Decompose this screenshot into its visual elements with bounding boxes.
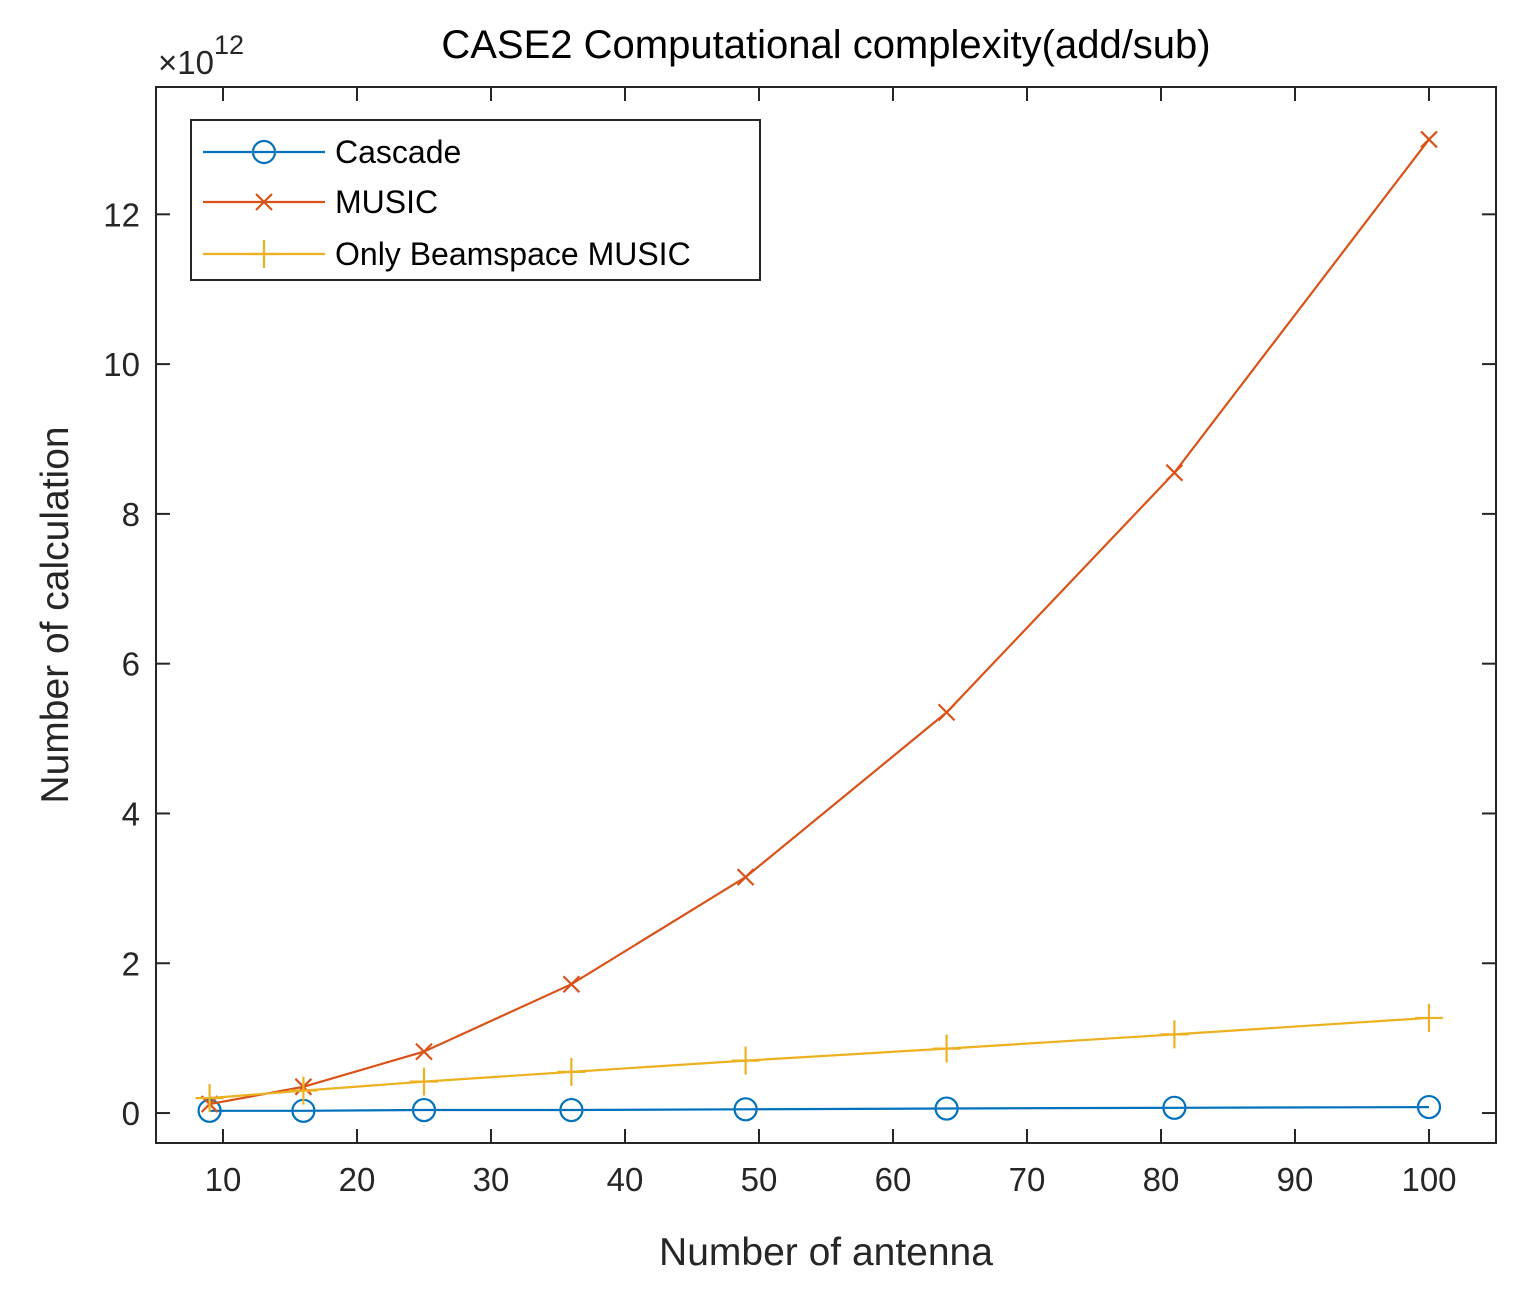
y-tick-label: 2 bbox=[122, 945, 140, 982]
x-tick-label: 50 bbox=[741, 1161, 778, 1198]
x-tick-label: 60 bbox=[875, 1161, 912, 1198]
data-point-plus bbox=[731, 1046, 760, 1075]
y-exponent-prefix: ×10 bbox=[158, 44, 214, 81]
data-point-x bbox=[1420, 130, 1438, 149]
x-tick-label: 20 bbox=[339, 1161, 376, 1198]
data-point-circle bbox=[733, 1097, 758, 1122]
x-tick-label: 10 bbox=[205, 1161, 242, 1198]
y-tick-label: 8 bbox=[122, 496, 140, 533]
data-point-x bbox=[255, 193, 273, 211]
data-point-plus bbox=[932, 1034, 961, 1063]
legend-label: MUSIC bbox=[335, 184, 438, 220]
data-point-circle bbox=[411, 1097, 437, 1123]
legend-label: Only Beamspace MUSIC bbox=[335, 236, 691, 272]
y-tick-label: 10 bbox=[103, 346, 140, 383]
series-line bbox=[209, 138, 1430, 1106]
data-point-plus bbox=[1415, 1003, 1443, 1032]
x-tick-label: 40 bbox=[607, 1161, 644, 1198]
x-tick-label: 70 bbox=[1009, 1161, 1046, 1198]
x-tick-label: 100 bbox=[1401, 1161, 1456, 1198]
series-line bbox=[209, 1016, 1430, 1100]
series-line bbox=[209, 1105, 1430, 1112]
data-point-plus bbox=[410, 1067, 438, 1096]
y-tick-label: 6 bbox=[122, 646, 140, 683]
x-tick-label: 30 bbox=[473, 1161, 510, 1198]
series-cascade bbox=[197, 1094, 1442, 1123]
data-point-circle bbox=[1162, 1095, 1187, 1120]
data-point-x bbox=[1165, 463, 1184, 482]
data-point-x bbox=[736, 868, 755, 886]
y-tick-label: 4 bbox=[122, 795, 140, 832]
data-point-plus bbox=[289, 1076, 318, 1105]
data-point-plus bbox=[1160, 1020, 1189, 1049]
y-exponent-label: ×1012 bbox=[158, 30, 244, 81]
legend-items: Cascade MUSIC Only Beamspace MUSIC bbox=[203, 134, 691, 272]
x-tick-label: 80 bbox=[1143, 1161, 1180, 1198]
data-point-plus bbox=[195, 1084, 224, 1113]
x-ticks: 10 20 30 40 50 60 70 80 90 100 bbox=[205, 87, 1457, 1198]
y-exponent-value: 12 bbox=[214, 30, 244, 60]
data-point-plus bbox=[250, 240, 278, 268]
y-axis-label: Number of calculation bbox=[34, 426, 77, 803]
data-point-circle bbox=[251, 139, 277, 165]
data-point-x bbox=[415, 1042, 433, 1061]
series-music bbox=[200, 130, 1438, 1113]
data-point-circle bbox=[1416, 1094, 1442, 1120]
legend-label: Cascade bbox=[335, 134, 461, 170]
data-point-plus bbox=[557, 1057, 586, 1086]
x-axis-label: Number of antenna bbox=[659, 1231, 993, 1274]
legend: Cascade MUSIC Only Beamspace MUSIC bbox=[190, 119, 761, 281]
data-point-circle bbox=[934, 1096, 959, 1121]
y-tick-label: 0 bbox=[122, 1095, 140, 1132]
data-point-x bbox=[937, 703, 956, 722]
series-only-beamspace-music bbox=[195, 1003, 1443, 1113]
data-point-circle bbox=[559, 1097, 584, 1123]
data-point-x bbox=[562, 975, 581, 994]
chart-title: CASE2 Computational complexity(add/sub) bbox=[441, 23, 1210, 67]
x-tick-label: 90 bbox=[1277, 1161, 1314, 1198]
y-tick-label: 12 bbox=[103, 196, 140, 233]
y-ticks: 0 2 4 6 8 10 12 bbox=[103, 196, 1496, 1132]
series-layer bbox=[195, 130, 1443, 1123]
